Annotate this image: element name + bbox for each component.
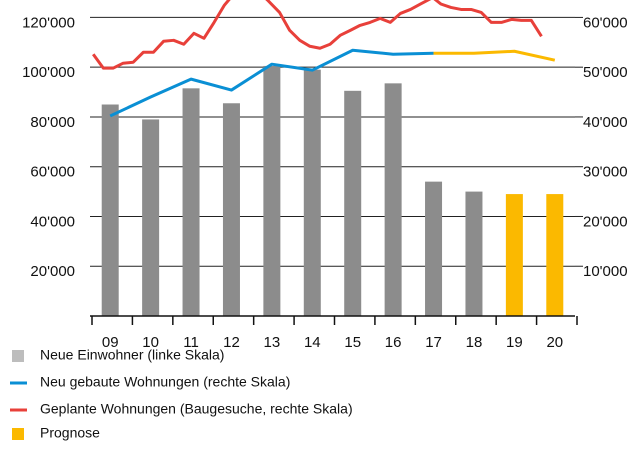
line bbox=[109, 48, 434, 118]
y2-tick-label: 20'000 bbox=[583, 213, 628, 230]
x-tick-label: 10 bbox=[142, 334, 159, 351]
bar bbox=[182, 88, 200, 316]
y2-tick-label: 60'000 bbox=[583, 14, 628, 31]
x-tick-label: 12 bbox=[223, 334, 240, 351]
bar bbox=[384, 83, 402, 316]
bar bbox=[101, 104, 119, 316]
bar bbox=[142, 119, 160, 316]
x-tick-label: 16 bbox=[385, 334, 402, 351]
legend-label: Geplante Wohnungen (Baugesuche, rechte S… bbox=[40, 401, 353, 417]
bar bbox=[465, 191, 483, 316]
x-tick-label: 11 bbox=[183, 334, 199, 351]
legend-swatch bbox=[12, 350, 24, 362]
x-tick-label: 13 bbox=[264, 334, 281, 351]
x-tick-label: 19 bbox=[506, 334, 523, 351]
bar bbox=[344, 90, 362, 316]
legend-label: Neue Einwohner (linke Skala) bbox=[40, 347, 224, 363]
bar bbox=[546, 194, 564, 316]
y-tick-label: 100'000 bbox=[22, 64, 75, 81]
y-tick-label: 40'000 bbox=[30, 213, 75, 230]
x-tick-label: 20 bbox=[546, 334, 563, 351]
y2-tick-label: 30'000 bbox=[583, 164, 628, 181]
bar bbox=[505, 194, 523, 316]
x-tick-label: 09 bbox=[102, 334, 119, 351]
x-tick-label: 17 bbox=[425, 334, 442, 351]
bar bbox=[425, 181, 443, 316]
x-tick-label: 15 bbox=[344, 334, 361, 351]
y-tick-label: 60'000 bbox=[30, 164, 75, 181]
bar bbox=[222, 103, 240, 316]
x-tick-label: 14 bbox=[304, 334, 321, 351]
line bbox=[433, 49, 556, 62]
legend-swatch bbox=[12, 428, 24, 440]
x-tick-label: 18 bbox=[466, 334, 483, 351]
bar bbox=[263, 65, 281, 316]
y2-tick-label: 10'000 bbox=[583, 263, 628, 280]
legend-label: Prognose bbox=[40, 425, 100, 441]
legend-label: Neu gebaute Wohnungen (rechte Skala) bbox=[40, 374, 290, 390]
y-tick-label: 120'000 bbox=[22, 14, 75, 31]
y2-tick-label: 50'000 bbox=[583, 64, 628, 81]
y-tick-label: 20'000 bbox=[30, 263, 75, 280]
line bbox=[92, 0, 543, 70]
bar bbox=[303, 69, 321, 317]
y2-tick-label: 40'000 bbox=[583, 114, 628, 131]
y-tick-label: 80'000 bbox=[30, 114, 75, 131]
